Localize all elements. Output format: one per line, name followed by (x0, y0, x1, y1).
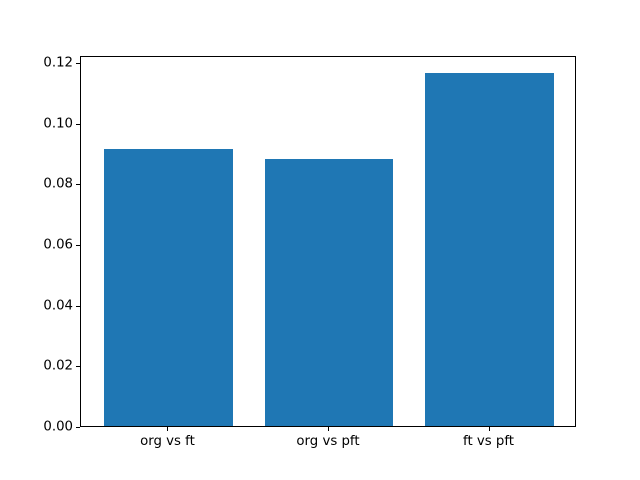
bar-org-vs-pft (264, 158, 394, 426)
y-tick-mark (76, 62, 80, 64)
y-tick-mark (76, 244, 80, 246)
x-tick-label: ft vs pft (463, 434, 515, 449)
y-tick-label: 0.12 (43, 55, 73, 71)
y-tick-mark (76, 305, 80, 307)
y-tick-label: 0.00 (43, 419, 73, 435)
y-tick-mark (76, 184, 80, 186)
y-tick-label: 0.08 (43, 176, 73, 192)
x-tick-label: org vs ft (140, 434, 195, 449)
y-tick-label: 0.04 (43, 298, 73, 314)
y-tick-label: 0.06 (43, 237, 73, 253)
x-tick-mark (167, 427, 169, 431)
x-tick-mark (488, 427, 490, 431)
y-tick-mark (76, 427, 80, 428)
y-tick-label: 0.10 (43, 115, 73, 131)
y-tick-mark (76, 366, 80, 368)
x-tick-label: org vs pft (296, 434, 360, 449)
y-tick-mark (76, 123, 80, 125)
y-tick-label: 0.02 (43, 358, 73, 374)
bar-ft-vs-pft (425, 72, 554, 426)
x-tick-mark (328, 427, 329, 431)
bar-org-vs-ft (104, 148, 233, 426)
plot-area (80, 56, 576, 427)
